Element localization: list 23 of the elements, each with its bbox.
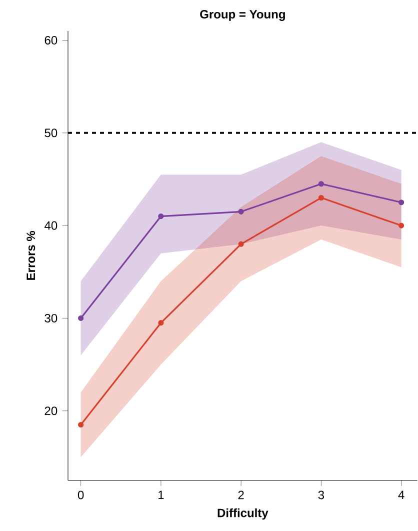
x-axis-title: Difficulty	[218, 508, 268, 520]
point	[238, 241, 244, 247]
y-axis-title: Errors %	[26, 230, 36, 280]
point	[78, 422, 84, 428]
point	[238, 208, 244, 214]
x-tick-label: 4	[398, 490, 404, 499]
point	[318, 181, 324, 187]
point	[78, 315, 84, 322]
point	[318, 194, 324, 201]
point	[158, 213, 164, 220]
y-tick-label: 60	[44, 36, 58, 45]
point	[398, 222, 404, 228]
y-tick-label: 20	[44, 406, 58, 416]
y-tick-label: 40	[44, 221, 58, 230]
point	[158, 320, 164, 326]
y-tick-label: 50	[44, 128, 58, 138]
x-tick-label: 1	[158, 490, 164, 499]
chart-title: Group = Young	[200, 10, 285, 21]
x-tick-label: 2	[238, 490, 244, 500]
point	[398, 200, 404, 206]
y-tick-label: 30	[44, 314, 58, 322]
x-tick-label: 0	[78, 490, 84, 500]
x-tick-label: 3	[318, 490, 324, 500]
